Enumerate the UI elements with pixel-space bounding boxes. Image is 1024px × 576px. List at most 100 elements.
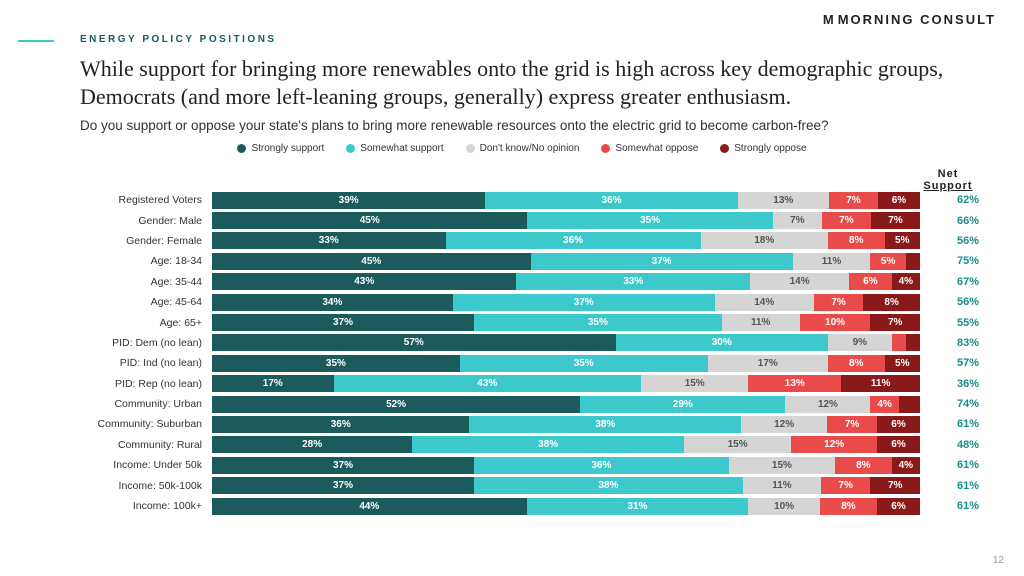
bar-segment: 15% [641,375,748,392]
stacked-bar: 44%31%10%8%6% [212,498,920,515]
bar-segment: 15% [729,457,835,474]
net-support-header: Net Support [920,168,976,192]
bar-segment: 37% [212,477,474,494]
bar-segment: 45% [212,253,531,270]
bar-segment: 5% [885,355,920,372]
legend-label: Don't know/No opinion [480,143,580,154]
row-label: Gender: Male [80,215,212,227]
legend-item: Somewhat oppose [601,143,698,154]
legend-swatch [601,144,610,153]
bar-segment: 36% [446,232,701,249]
table-row: Income: Under 50k37%36%15%8%4%61% [80,455,996,475]
legend-swatch [466,144,475,153]
net-support-value: 56% [940,235,996,247]
bar-segment: 11% [722,314,800,331]
bar-segment: 11% [841,375,920,392]
legend-label: Strongly support [251,143,324,154]
net-support-value: 48% [940,439,996,451]
net-support-value: 57% [940,357,996,369]
bar-segment: 36% [212,416,469,433]
bar-segment: 9% [828,334,892,351]
bar-segment: 37% [212,314,474,331]
chart-area: Net Support Registered Voters39%36%13%7%… [80,190,996,550]
table-row: PID: Rep (no lean)17%43%15%13%11%36% [80,374,996,394]
bar-segment: 43% [334,375,642,392]
bar-segment: 37% [212,457,474,474]
bar-segment: 4% [892,273,920,290]
bar-segment: 33% [516,273,750,290]
table-row: Income: 50k-100k37%38%11%7%7%61% [80,475,996,495]
bar-segment: 45% [212,212,527,229]
bar-segment: 28% [212,436,412,453]
headline: While support for bringing more renewabl… [80,55,960,110]
page-number: 12 [993,555,1004,566]
bar-segment: 5% [870,253,905,270]
stacked-bar: 45%35%7%7%7% [212,212,920,229]
bar-segment: 8% [835,457,892,474]
table-row: Age: 65+37%35%11%10%7%55% [80,312,996,332]
legend-label: Somewhat support [360,143,443,154]
stacked-bar: 37%35%11%10%7% [212,314,920,331]
bar-segment: 4% [870,396,898,413]
bar-segment: 29% [580,396,785,413]
legend-swatch [237,144,246,153]
bar-segment: 35% [460,355,708,372]
legend: Strongly support Somewhat support Don't kn… [80,143,964,154]
bar-segment: 34% [212,294,453,311]
net-support-value: 61% [940,418,996,430]
net-support-value: 66% [940,215,996,227]
bar-segment: 7% [821,477,871,494]
bar-segment: 7% [814,294,864,311]
bar-segment: 5% [885,232,920,249]
stacked-bar: 35%35%17%8%5% [212,355,920,372]
net-support-value: 74% [940,398,996,410]
net-support-value: 36% [940,378,996,390]
bar-segment: 38% [474,477,743,494]
bar-segment: 57% [212,334,616,351]
table-row: Age: 35-4443%33%14%6%4%67% [80,272,996,292]
bar-segment [899,396,920,413]
bar-segment: 14% [715,294,814,311]
bar-segment: 8% [828,355,885,372]
row-label: Income: Under 50k [80,459,212,471]
bar-segment: 17% [708,355,828,372]
net-support-value: 56% [940,296,996,308]
stacked-bar: 43%33%14%6%4% [212,273,920,290]
net-support-value: 61% [940,459,996,471]
bar-segment: 12% [791,436,877,453]
bar-segment: 37% [453,294,715,311]
bar-segment: 11% [743,477,821,494]
stacked-bar: 57%30%9% [212,334,920,351]
legend-swatch [346,144,355,153]
stacked-bar: 28%38%15%12%6% [212,436,920,453]
table-row: Community: Urban52%29%12%4%74% [80,394,996,414]
row-label: Age: 65+ [80,317,212,329]
stacked-bar: 45%37%11%5% [212,253,920,270]
bar-segment: 7% [829,192,878,209]
bar-segment [906,334,920,351]
bar-segment: 13% [738,192,829,209]
bar-segment: 7% [827,416,877,433]
bar-segment: 15% [684,436,791,453]
table-row: Gender: Male45%35%7%7%7%66% [80,210,996,230]
subhead: Do you support or oppose your state's pl… [80,118,964,133]
row-label: Age: 45-64 [80,296,212,308]
legend-item: Strongly support [237,143,324,154]
row-label: Community: Rural [80,439,212,451]
stacked-bar: 52%29%12%4% [212,396,920,413]
bar-segment: 35% [527,212,772,229]
bar-segment: 7% [871,212,920,229]
bar-segment: 35% [474,314,722,331]
chart-rows: Registered Voters39%36%13%7%6%62%Gender:… [80,190,996,516]
net-header-line1: Net [920,168,976,180]
legend-label: Strongly oppose [734,143,806,154]
net-support-value: 62% [940,194,996,206]
table-row: Community: Rural28%38%15%12%6% 48% [80,435,996,455]
row-label: Registered Voters [80,194,212,206]
net-support-value: 83% [940,337,996,349]
row-label: PID: Dem (no lean) [80,337,212,349]
bar-segment: 6% [878,192,920,209]
net-support-value: 75% [940,255,996,267]
bar-segment: 6% [877,416,920,433]
bar-segment: 7% [822,212,871,229]
